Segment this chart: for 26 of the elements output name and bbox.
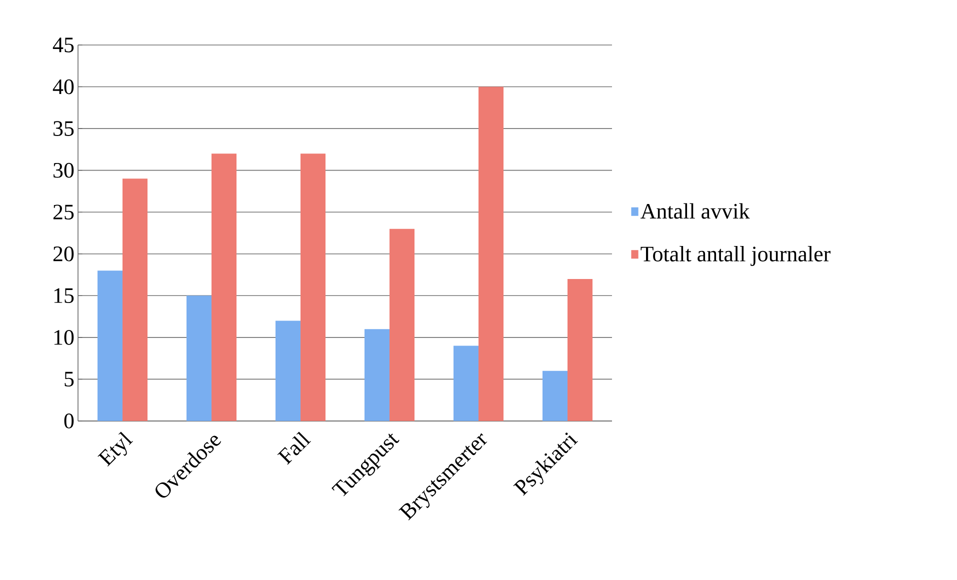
legend-label: Totalt antall journaler bbox=[640, 246, 830, 266]
bar bbox=[478, 86, 504, 421]
y-tick-label: 35 bbox=[54, 121, 74, 136]
bar bbox=[122, 178, 148, 421]
bar bbox=[542, 370, 568, 421]
bar bbox=[186, 296, 212, 421]
y-tick-label: 10 bbox=[54, 330, 74, 345]
y-tick-label: 15 bbox=[54, 288, 74, 304]
bar bbox=[212, 154, 237, 421]
bar bbox=[390, 228, 415, 421]
y-tick-label: 45 bbox=[52, 38, 74, 52]
x-tick-label: Etyl bbox=[98, 432, 133, 467]
y-tick-label: 30 bbox=[54, 162, 74, 178]
y-tick-label: 0 bbox=[64, 414, 74, 428]
x-tick-label: Fall bbox=[277, 432, 311, 465]
bar bbox=[98, 270, 123, 421]
bar bbox=[300, 154, 326, 421]
y-tick-label: 25 bbox=[53, 204, 74, 220]
bar bbox=[276, 320, 301, 421]
y-tick-label: 20 bbox=[53, 246, 74, 262]
y-tick-label: 40 bbox=[52, 79, 74, 94]
legend-label: Antall avvik bbox=[640, 203, 750, 219]
y-tick-label: 5 bbox=[64, 372, 74, 387]
bar bbox=[568, 278, 593, 421]
bar bbox=[454, 346, 479, 421]
bar bbox=[364, 329, 390, 421]
